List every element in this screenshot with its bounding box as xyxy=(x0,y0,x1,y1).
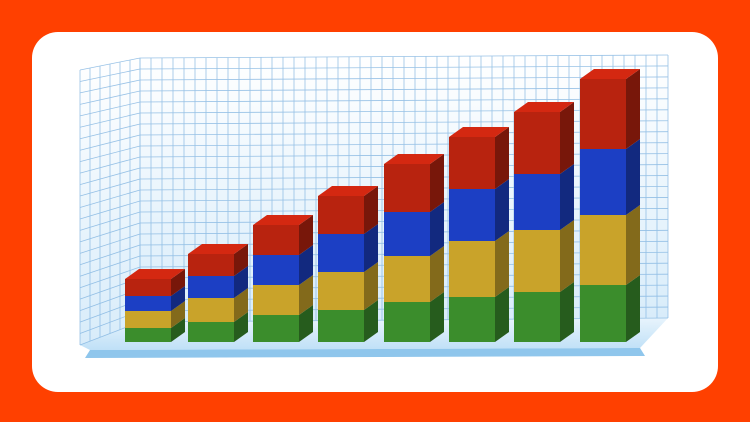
bar-side xyxy=(626,69,640,149)
bar-segment xyxy=(125,296,171,311)
bar-segment xyxy=(188,322,234,342)
bar-segment xyxy=(125,311,171,328)
bar-side xyxy=(430,202,444,256)
bar-segment xyxy=(449,189,495,241)
bar-segment xyxy=(580,149,626,215)
bar-side xyxy=(299,305,313,342)
bar-segment xyxy=(188,298,234,322)
bar-segment xyxy=(318,310,364,342)
bar-top xyxy=(253,215,313,225)
bar-segment xyxy=(580,79,626,149)
floor-edge xyxy=(85,348,645,358)
bar-side xyxy=(171,286,185,311)
bar-segment xyxy=(125,279,171,296)
bar-segment xyxy=(253,285,299,315)
bar-top xyxy=(188,244,248,254)
bar-side xyxy=(299,215,313,255)
bar-segment xyxy=(580,285,626,342)
bar-side xyxy=(364,186,378,234)
bar-segment xyxy=(514,174,560,230)
bar-segment xyxy=(449,137,495,189)
bar-segment xyxy=(384,212,430,256)
bar-segment xyxy=(318,272,364,310)
bar-segment xyxy=(384,164,430,212)
bar-segment xyxy=(449,297,495,342)
bar-segment xyxy=(449,241,495,297)
bar-side xyxy=(364,262,378,310)
bar-side xyxy=(626,205,640,285)
bar-side xyxy=(299,275,313,315)
bar-top xyxy=(318,186,378,196)
bar-side xyxy=(234,266,248,298)
bar-side xyxy=(364,224,378,272)
grid-line xyxy=(139,54,669,59)
bar-side xyxy=(560,282,574,342)
bar-side xyxy=(234,288,248,322)
bar-segment xyxy=(253,315,299,342)
bar-segment xyxy=(514,112,560,174)
bar-side xyxy=(626,275,640,342)
bar-side xyxy=(495,127,509,189)
bar-segment xyxy=(580,215,626,285)
bar-side xyxy=(495,179,509,241)
bar-segment xyxy=(253,225,299,255)
bar-side xyxy=(560,220,574,292)
bar-segment xyxy=(318,234,364,272)
bar-side xyxy=(430,154,444,212)
bar-side xyxy=(430,246,444,302)
bar-segment xyxy=(188,254,234,276)
bar-side xyxy=(495,287,509,342)
bar-segment xyxy=(514,230,560,292)
bar-top xyxy=(384,154,444,164)
grid-line xyxy=(139,65,669,70)
bar-side xyxy=(171,318,185,342)
bar-side xyxy=(560,164,574,230)
bar-segment xyxy=(384,302,430,342)
bar-segment xyxy=(253,255,299,285)
bar-side xyxy=(364,300,378,342)
bar-side xyxy=(299,245,313,285)
bar-side xyxy=(430,292,444,342)
bar-side xyxy=(560,102,574,174)
grid-line xyxy=(139,76,669,81)
bar-segment xyxy=(125,328,171,342)
bar-top xyxy=(449,127,509,137)
bar-side xyxy=(234,244,248,276)
bar-segment xyxy=(514,292,560,342)
bar-segment xyxy=(318,196,364,234)
bar-segment xyxy=(188,276,234,298)
bar-top xyxy=(514,102,574,112)
bar-top xyxy=(125,269,185,279)
bar-side xyxy=(171,269,185,296)
bar-segment xyxy=(384,256,430,302)
bar-side xyxy=(626,139,640,215)
bar-side xyxy=(171,301,185,328)
bar-side xyxy=(495,231,509,297)
bar-top xyxy=(580,69,640,79)
